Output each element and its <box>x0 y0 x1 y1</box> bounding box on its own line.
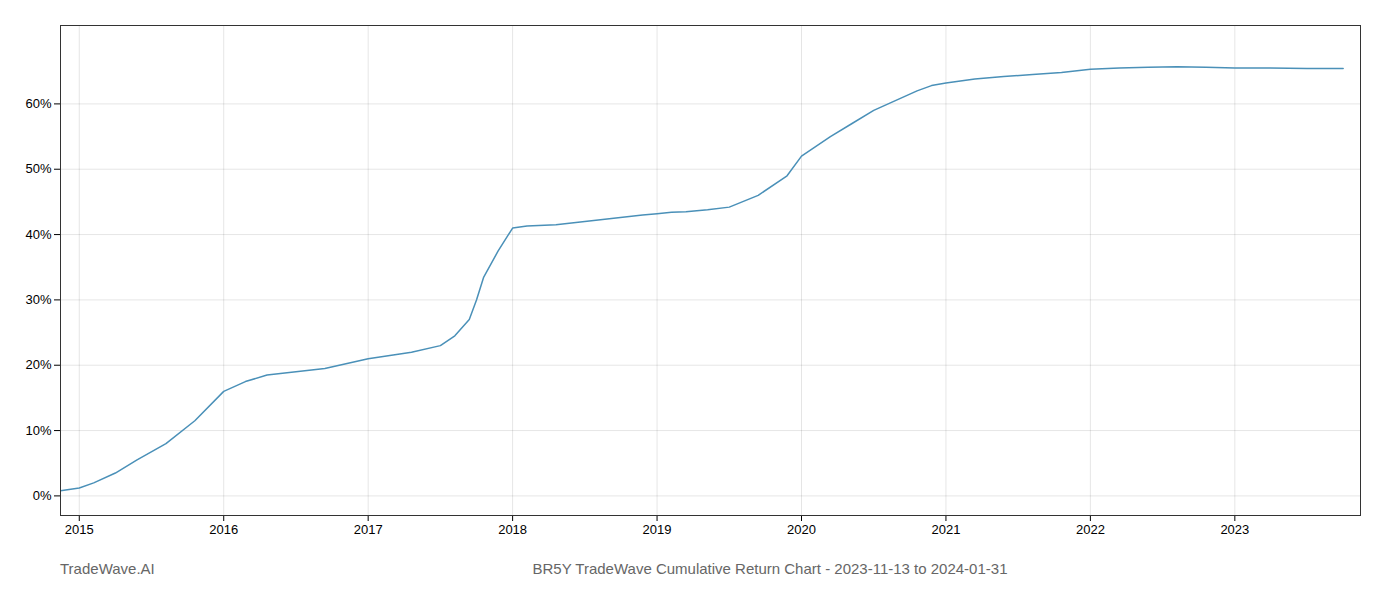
svg-text:60%: 60% <box>25 96 51 111</box>
svg-text:2021: 2021 <box>931 522 960 537</box>
svg-text:2016: 2016 <box>209 522 238 537</box>
svg-text:2015: 2015 <box>65 522 94 537</box>
svg-text:2023: 2023 <box>1220 522 1249 537</box>
svg-text:40%: 40% <box>25 227 51 242</box>
html-text:TradeWave.AI: TradeWave.AI <box>60 560 155 577</box>
html-text:BR5Y TradeWave Cumulative Retu: BR5Y TradeWave Cumulative Return Chart -… <box>532 560 1008 577</box>
svg-text:2017: 2017 <box>354 522 383 537</box>
svg-text:2018: 2018 <box>498 522 527 537</box>
svg-text:30%: 30% <box>25 292 51 307</box>
svg-text:50%: 50% <box>25 161 51 176</box>
svg-text:10%: 10% <box>25 423 51 438</box>
svg-text:2019: 2019 <box>643 522 672 537</box>
svg-text:2020: 2020 <box>787 522 816 537</box>
svg-text:0%: 0% <box>33 488 52 503</box>
svg-text:20%: 20% <box>25 357 51 372</box>
svg-text:2022: 2022 <box>1076 522 1105 537</box>
